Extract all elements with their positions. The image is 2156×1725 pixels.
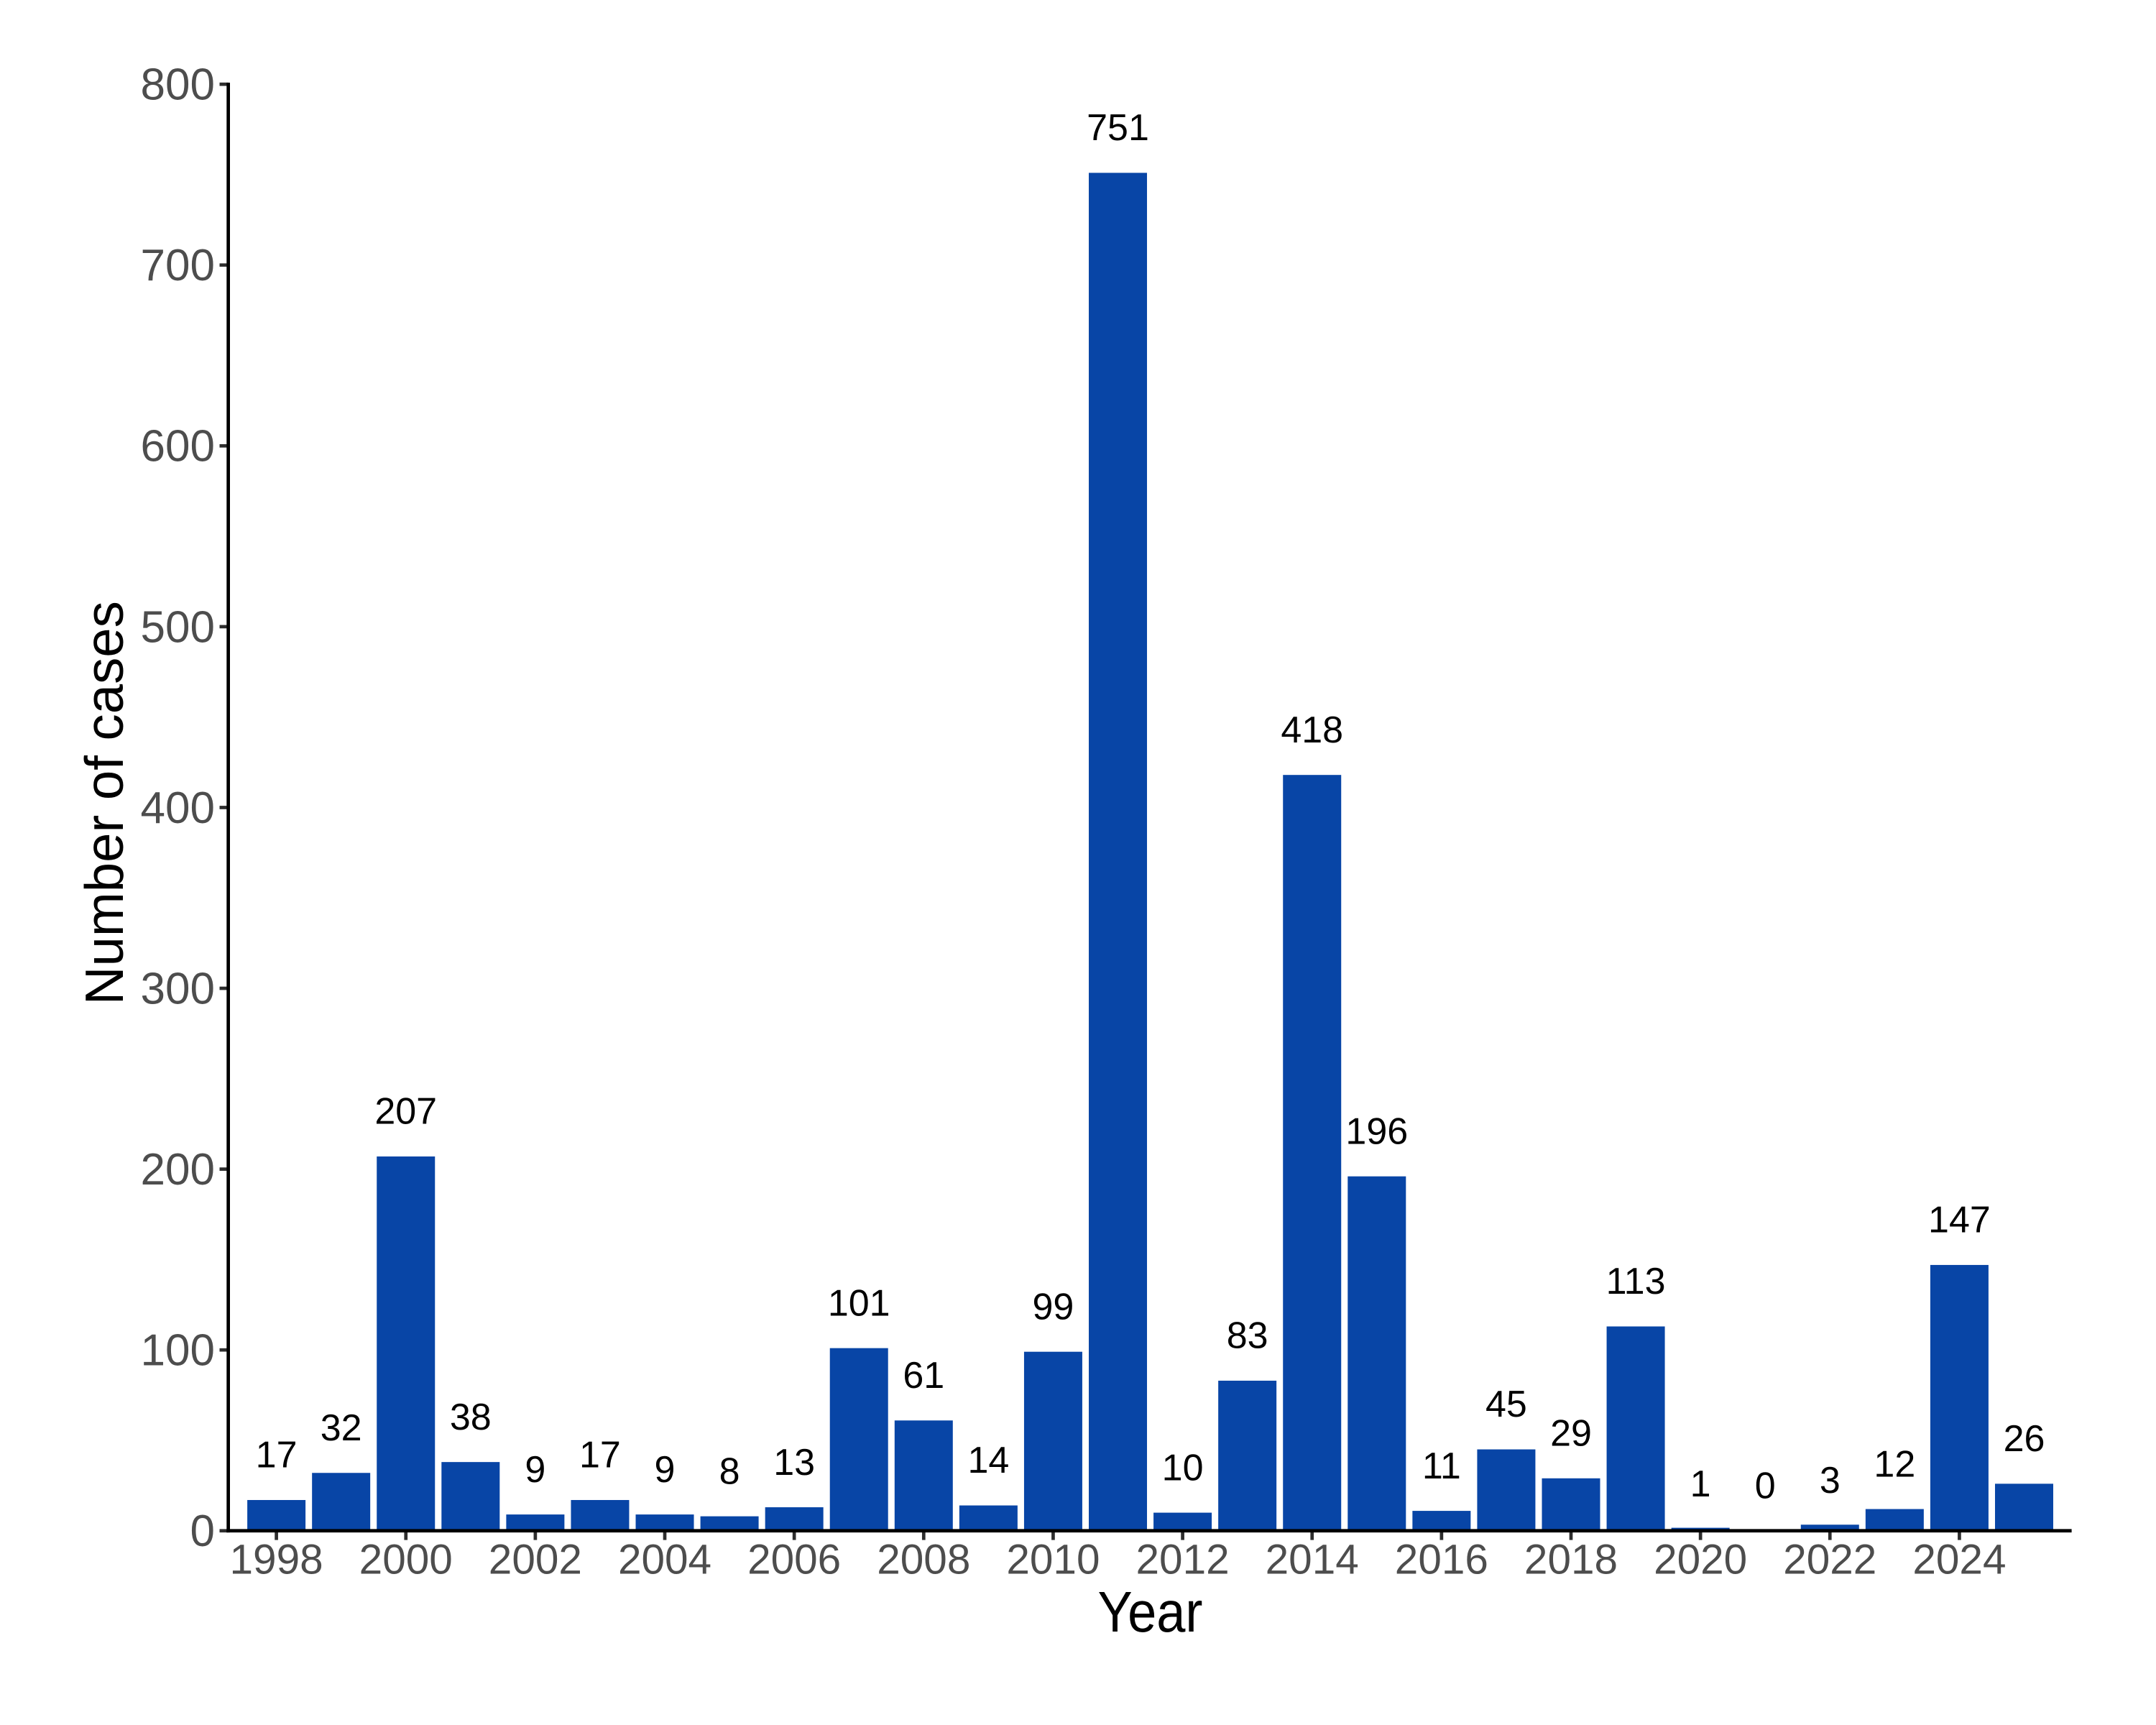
svg-text:2012: 2012 — [1136, 1536, 1230, 1583]
svg-text:3: 3 — [1820, 1460, 1841, 1501]
svg-text:2018: 2018 — [1524, 1536, 1618, 1583]
svg-text:2006: 2006 — [747, 1536, 841, 1583]
svg-text:10: 10 — [1162, 1447, 1204, 1489]
svg-text:2010: 2010 — [1006, 1536, 1100, 1583]
svg-text:2004: 2004 — [618, 1536, 711, 1583]
svg-text:200: 200 — [141, 1145, 215, 1195]
svg-text:2000: 2000 — [359, 1536, 453, 1583]
svg-text:9: 9 — [655, 1449, 676, 1491]
svg-text:101: 101 — [828, 1282, 890, 1324]
svg-text:600: 600 — [141, 422, 215, 472]
svg-text:9: 9 — [525, 1449, 545, 1491]
svg-text:83: 83 — [1227, 1315, 1268, 1357]
svg-text:8: 8 — [719, 1450, 740, 1492]
svg-text:500: 500 — [141, 602, 215, 652]
svg-text:2022: 2022 — [1783, 1536, 1876, 1583]
svg-text:Year: Year — [1098, 1580, 1203, 1644]
svg-text:38: 38 — [450, 1397, 492, 1438]
svg-text:100: 100 — [141, 1326, 215, 1376]
svg-text:700: 700 — [141, 241, 215, 290]
svg-text:Number of cases: Number of cases — [74, 601, 134, 1005]
svg-text:1: 1 — [1690, 1463, 1711, 1505]
svg-text:751: 751 — [1087, 107, 1149, 149]
svg-text:113: 113 — [1606, 1261, 1666, 1302]
svg-text:61: 61 — [903, 1355, 944, 1397]
svg-text:2016: 2016 — [1395, 1536, 1488, 1583]
svg-text:418: 418 — [1281, 709, 1343, 751]
svg-text:2024: 2024 — [1912, 1536, 2006, 1583]
svg-text:32: 32 — [321, 1407, 362, 1449]
svg-text:800: 800 — [141, 60, 215, 110]
svg-text:207: 207 — [374, 1091, 437, 1133]
svg-text:2014: 2014 — [1266, 1536, 1359, 1583]
svg-text:17: 17 — [579, 1435, 621, 1476]
svg-text:0: 0 — [190, 1506, 215, 1556]
svg-text:12: 12 — [1874, 1443, 1915, 1485]
svg-text:29: 29 — [1550, 1412, 1592, 1454]
svg-text:400: 400 — [141, 783, 215, 833]
svg-text:17: 17 — [256, 1435, 298, 1476]
svg-text:196: 196 — [1345, 1110, 1408, 1152]
svg-text:2002: 2002 — [489, 1536, 582, 1583]
svg-text:45: 45 — [1485, 1384, 1527, 1425]
svg-text:300: 300 — [141, 964, 215, 1013]
svg-text:26: 26 — [2004, 1418, 2045, 1460]
svg-text:2008: 2008 — [877, 1536, 970, 1583]
svg-text:13: 13 — [773, 1442, 815, 1484]
svg-text:2020: 2020 — [1654, 1536, 1747, 1583]
svg-text:147: 147 — [1928, 1200, 1991, 1241]
svg-text:0: 0 — [1755, 1465, 1776, 1506]
svg-text:1998: 1998 — [230, 1536, 323, 1583]
svg-text:14: 14 — [967, 1440, 1009, 1481]
svg-text:99: 99 — [1033, 1286, 1074, 1328]
svg-text:11: 11 — [1422, 1445, 1461, 1487]
